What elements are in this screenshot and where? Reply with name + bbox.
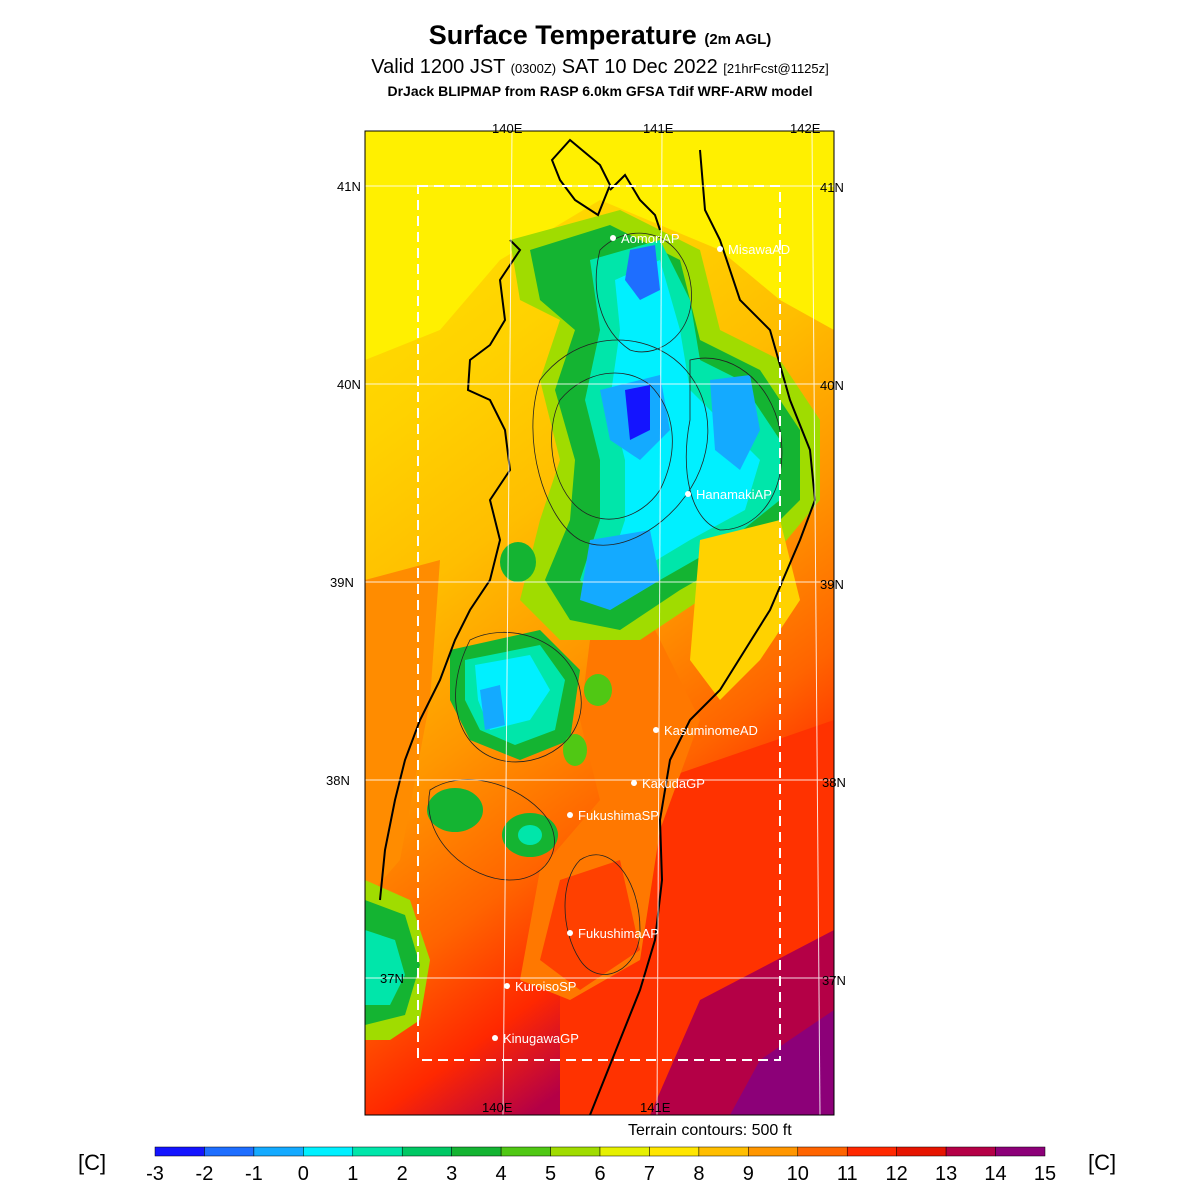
- valid-prefix: Valid 1200 JST: [371, 56, 506, 78]
- station-label: MisawaAD: [728, 242, 790, 257]
- station-dot: [653, 727, 659, 733]
- title-sub: (2m AGL): [704, 31, 772, 48]
- lat-label-left: 40N: [337, 377, 361, 392]
- station-label: KakudaGP: [642, 776, 705, 791]
- lat-label-left: 41N: [337, 179, 361, 194]
- lat-label-right: 40N: [820, 378, 844, 393]
- lat-label-left: 38N: [326, 773, 350, 788]
- station-dot: [717, 246, 723, 252]
- colorbar-unit-right: [C]: [1088, 1150, 1117, 1175]
- title-main: Surface Temperature: [428, 20, 697, 50]
- lat-label-right: 39N: [820, 577, 844, 592]
- colorbar-unit-left: [C]: [78, 1150, 107, 1175]
- station-dot: [567, 930, 573, 936]
- valid-line: Valid 1200 JST (0300Z) SAT 10 Dec 2022 […: [0, 56, 1200, 79]
- chart-title: Surface Temperature (2m AGL): [0, 20, 1200, 51]
- lon-label-top: 142E: [790, 121, 821, 136]
- lon-label-bottom: 141E: [640, 1100, 671, 1115]
- station-dot: [610, 235, 616, 241]
- station-label: KasuminomeAD: [664, 723, 758, 738]
- map-field: [365, 131, 834, 1115]
- model-line: DrJack BLIPMAP from RASP 6.0km GFSA Tdif…: [387, 83, 813, 99]
- forecast-tag: [21hrFcst@1125z]: [723, 61, 829, 76]
- lat-label-left: 39N: [330, 575, 354, 590]
- station-label: HanamakiAP: [696, 487, 772, 502]
- terrain-note: Terrain contours: 500 ft: [628, 1122, 792, 1139]
- station-label: KinugawaGP: [503, 1031, 579, 1046]
- station-dot: [631, 780, 637, 786]
- station-dot: [567, 812, 573, 818]
- map-frame: [364, 130, 835, 1116]
- station-markers: AomoriAP MisawaAD HanamakiAP KasuminomeA…: [492, 231, 790, 1046]
- station-label: FukushimaSP: [578, 808, 659, 823]
- inner-domain-box: [417, 185, 781, 1061]
- station-label: KuroisoSP: [515, 979, 576, 994]
- lat-label-right: 41N: [820, 180, 844, 195]
- lat-label-left: 37N: [380, 971, 404, 986]
- station-dot: [504, 983, 510, 989]
- lon-label-top: 141E: [643, 121, 674, 136]
- station-label: AomoriAP: [621, 231, 680, 246]
- lat-label-right: 37N: [822, 973, 846, 988]
- station-dot: [492, 1035, 498, 1041]
- station-label: FukushimaAP: [578, 926, 659, 941]
- lat-label-right: 38N: [822, 775, 846, 790]
- lon-label-top: 140E: [492, 121, 523, 136]
- valid-zone: (0300Z): [510, 61, 557, 76]
- valid-date: SAT 10 Dec 2022: [561, 56, 718, 78]
- lon-label-bottom: 140E: [482, 1100, 513, 1115]
- station-dot: [685, 491, 691, 497]
